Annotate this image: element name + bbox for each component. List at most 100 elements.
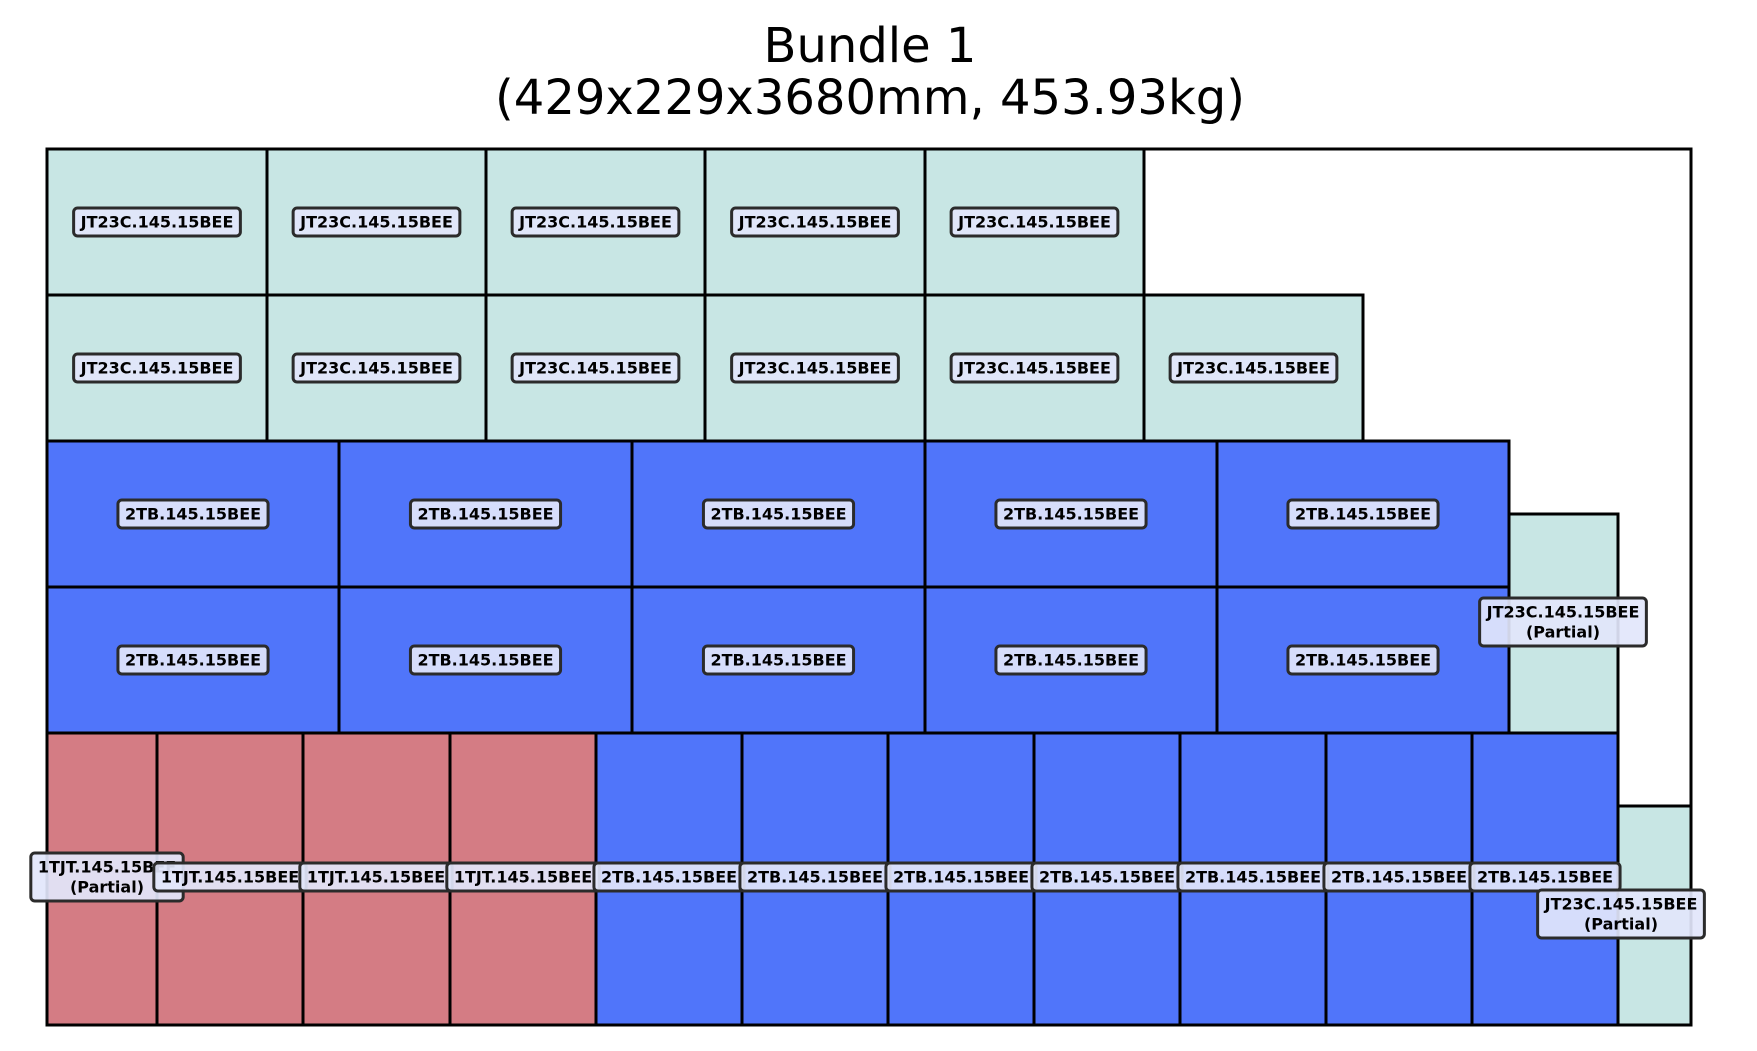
row-4-piece-label: 2TB.145.15BEE <box>408 644 563 676</box>
piece-label-note: (Partial) <box>1526 623 1600 642</box>
piece-label-text: 2TB.145.15BEE <box>601 868 737 887</box>
labels-layer: JT23C.145.15BEE JT23C.145.15BEE JT23C.145.… <box>29 206 1706 940</box>
row-bottom-piece-label: 2TB.145.15BEE <box>738 861 892 893</box>
piece-label-text: JT23C.145.15BEE <box>1486 603 1640 622</box>
label-box <box>116 644 270 676</box>
row-bottom-piece-label: 2TB.145.15BEE <box>1468 861 1622 893</box>
piece-label-note: (Partial) <box>1584 915 1658 934</box>
label-box <box>1286 498 1440 530</box>
piece-label-text: 2TB.145.15BEE <box>417 505 553 524</box>
label-box <box>1478 596 1648 648</box>
piece-label-text: JT23C.145.15BEE <box>957 213 1111 232</box>
piece-label-text: 1TJT.145.15BEE <box>161 868 299 887</box>
piece-label-text: 2TB.145.15BEE <box>1295 505 1431 524</box>
piece-label-text: 2TB.145.15BEE <box>1003 505 1139 524</box>
piece-label-text: JT23C.145.15BEE <box>80 213 234 232</box>
label-box <box>730 206 900 238</box>
piece-label-note: (Partial) <box>70 878 144 897</box>
piece-label-text: JT23C.145.15BEE <box>299 213 453 232</box>
label-box <box>1286 644 1440 676</box>
row-bottom-piece-label: 1TJT.145.15BEE <box>298 861 454 893</box>
row-top-piece-label: JT23C.145.15BEE <box>949 206 1120 238</box>
partial-middle-label: JT23C.145.15BEE(Partial) <box>1478 596 1648 648</box>
row-2-piece-label: JT23C.145.15BEE <box>949 352 1120 384</box>
row-3-piece-label: 2TB.145.15BEE <box>116 498 270 530</box>
piece-label-text: 2TB.145.15BEE <box>710 651 846 670</box>
row-2-piece-label: JT23C.145.15BEE <box>1168 352 1339 384</box>
row-bottom-piece-label: 2TB.145.15BEE <box>592 861 746 893</box>
row-3-piece-label: 2TB.145.15BEE <box>701 498 856 530</box>
label-box <box>701 644 856 676</box>
label-box <box>949 352 1120 384</box>
piece-label-text: JT23C.145.15BEE <box>518 359 672 378</box>
piece-label-text: 1TJT.145.15BEE <box>307 868 445 887</box>
title-line-2: (429x229x3680mm, 453.93kg) <box>495 70 1245 126</box>
label-box <box>994 498 1148 530</box>
piece-label-text: 2TB.145.15BEE <box>1039 868 1175 887</box>
row-top-piece-label: JT23C.145.15BEE <box>291 206 462 238</box>
piece-label-text: JT23C.145.15BEE <box>80 359 234 378</box>
label-box <box>994 644 1148 676</box>
row-4-piece-label: 2TB.145.15BEE <box>994 644 1148 676</box>
label-box <box>291 206 462 238</box>
row-bottom-piece-label: 2TB.145.15BEE <box>1322 861 1476 893</box>
piece-label-text: JT23C.145.15BEE <box>518 213 672 232</box>
label-box <box>72 206 242 238</box>
piece-label-text: 2TB.145.15BEE <box>710 505 846 524</box>
row-2-piece-label: JT23C.145.15BEE <box>730 352 900 384</box>
label-box <box>510 352 681 384</box>
title-line-1: Bundle 1 <box>763 18 977 74</box>
piece-label-text: 2TB.145.15BEE <box>1295 651 1431 670</box>
piece-label-text: JT23C.145.15BEE <box>957 359 1111 378</box>
piece-label-text: 2TB.145.15BEE <box>893 868 1029 887</box>
pieces-layer <box>45 147 1693 1027</box>
label-box <box>291 352 462 384</box>
label-box <box>510 206 681 238</box>
piece-label-text: 1TJT.145.15BEE <box>454 868 592 887</box>
label-box <box>408 644 563 676</box>
piece-label-text: JT23C.145.15BEE <box>738 213 892 232</box>
label-box <box>72 352 242 384</box>
partial-corner-label: JT23C.145.15BEE(Partial) <box>1536 888 1706 940</box>
piece-label-text: 2TB.145.15BEE <box>1331 868 1467 887</box>
row-bottom-piece-label: 1TJT.145.15BEE <box>445 861 601 893</box>
piece-label-text: 2TB.145.15BEE <box>1185 868 1321 887</box>
row-bottom-piece-label: 1TJT.145.15BEE(Partial) <box>29 851 185 903</box>
row-4-piece-label: 2TB.145.15BEE <box>1286 644 1440 676</box>
label-box <box>116 498 270 530</box>
row-top-piece-label: JT23C.145.15BEE <box>72 206 242 238</box>
piece-label-text: JT23C.145.15BEE <box>738 359 892 378</box>
row-top-piece-label: JT23C.145.15BEE <box>510 206 681 238</box>
row-2-piece-label: JT23C.145.15BEE <box>72 352 242 384</box>
label-box <box>949 206 1120 238</box>
row-bottom-piece-label: 2TB.145.15BEE <box>884 861 1038 893</box>
label-box <box>730 352 900 384</box>
row-bottom-piece-label: 1TJT.145.15BEE <box>152 861 308 893</box>
row-top-piece-label: JT23C.145.15BEE <box>730 206 900 238</box>
bundle-outline <box>45 147 1693 1027</box>
piece-label-text: 2TB.145.15BEE <box>125 505 261 524</box>
piece-label-text: JT23C.145.15BEE <box>1176 359 1330 378</box>
row-3-piece-label: 2TB.145.15BEE <box>994 498 1148 530</box>
row-bottom-piece-label: 2TB.145.15BEE <box>1176 861 1330 893</box>
row-4-piece-label: 2TB.145.15BEE <box>701 644 856 676</box>
piece-label-text: JT23C.145.15BEE <box>1544 895 1698 914</box>
piece-label-text: 2TB.145.15BEE <box>1003 651 1139 670</box>
piece-label-text: 2TB.145.15BEE <box>747 868 883 887</box>
piece-label-text: 2TB.145.15BEE <box>1477 868 1613 887</box>
row-3-piece-label: 2TB.145.15BEE <box>408 498 563 530</box>
row-2-piece-label: JT23C.145.15BEE <box>510 352 681 384</box>
piece-label-text: 2TB.145.15BEE <box>417 651 553 670</box>
label-box <box>1168 352 1339 384</box>
piece-label-text: 2TB.145.15BEE <box>125 651 261 670</box>
label-box <box>1536 888 1706 940</box>
label-box <box>408 498 563 530</box>
row-4-piece-label: 2TB.145.15BEE <box>116 644 270 676</box>
row-bottom-piece-label: 2TB.145.15BEE <box>1030 861 1184 893</box>
row-2-piece-label: JT23C.145.15BEE <box>291 352 462 384</box>
label-box <box>701 498 856 530</box>
diagram-title: Bundle 1 (429x229x3680mm, 453.93kg) <box>0 20 1740 124</box>
piece-label-text: 1TJT.145.15BEE <box>38 858 176 877</box>
row-3-piece-label: 2TB.145.15BEE <box>1286 498 1440 530</box>
